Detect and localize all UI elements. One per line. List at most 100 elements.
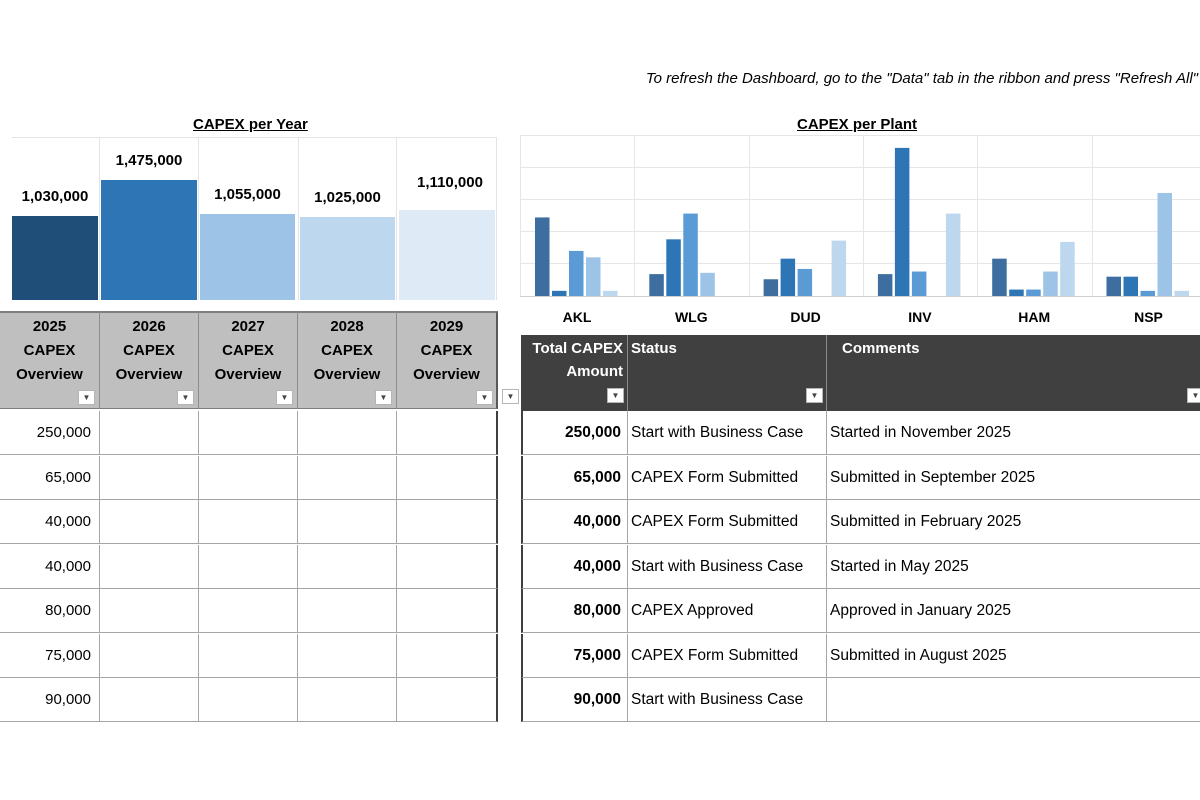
plant-bar	[1060, 241, 1075, 296]
table-cell: 250,000	[0, 411, 100, 455]
year-chart-title: CAPEX per Year	[193, 116, 308, 133]
table-cell	[199, 633, 298, 678]
amount-cell: 40,000	[521, 500, 628, 544]
plant-bar	[603, 290, 618, 296]
table-cell	[298, 411, 397, 455]
plant-bar	[877, 274, 893, 296]
header-year-2028: 2028 CAPEX Overview ▼	[298, 311, 397, 409]
header-year-2027: 2027 CAPEX Overview ▼	[199, 311, 298, 409]
table-cell	[397, 500, 498, 544]
plant-bar	[1009, 289, 1024, 296]
year-bar-label: 1,025,000	[314, 189, 381, 206]
year-chart-gridcell	[199, 137, 299, 300]
header-total-capex: Total CAPEX Amount ▼	[521, 335, 628, 411]
header-text: CAPEX	[420, 342, 473, 359]
year-bar-label: 1,030,000	[21, 188, 89, 205]
filter-dropdown-comments[interactable]: ▼	[1187, 388, 1200, 403]
year-bar	[12, 216, 98, 300]
filter-dropdown[interactable]: ▼	[476, 390, 493, 405]
table-cell	[199, 544, 298, 589]
comment-cell: Approved in January 2025	[827, 589, 1200, 633]
filter-dropdown-extra[interactable]: ▼	[502, 389, 519, 404]
header-text: 2029	[429, 318, 464, 335]
header-text: CAPEX	[23, 342, 76, 359]
comment-cell: Submitted in September 2025	[827, 456, 1200, 500]
header-year-2025: 2025 CAPEX Overview ▼	[0, 311, 100, 409]
table-cell	[298, 589, 397, 633]
plant-category-label: WLG	[674, 309, 708, 325]
filter-dropdown-amount[interactable]: ▼	[607, 388, 624, 403]
comment-cell: Submitted in August 2025	[827, 634, 1200, 678]
status-cell: Start with Business Case	[628, 678, 827, 722]
header-text: Overview	[313, 366, 381, 383]
table-cell: 75,000	[0, 633, 100, 678]
plant-category-label: DUD	[790, 309, 821, 325]
table-cell	[199, 500, 298, 544]
header-text: 2025	[32, 318, 67, 335]
filter-dropdown[interactable]: ▼	[78, 390, 95, 405]
plant-bar	[1157, 192, 1172, 296]
plant-bar	[1043, 271, 1058, 296]
header-text: 2026	[132, 318, 166, 335]
table-cell	[199, 678, 298, 722]
table-cell	[298, 500, 397, 544]
plant-chart	[520, 135, 1200, 297]
plant-bar	[649, 274, 664, 296]
plant-category-label: HAM	[1018, 309, 1051, 325]
header-text: CAPEX	[222, 342, 274, 359]
table-cell: 90,000	[0, 678, 100, 722]
year-chart-gridcell	[100, 137, 199, 300]
plant-bar	[780, 258, 796, 296]
header-comments: Comments ▼	[827, 335, 1200, 411]
amount-cell: 250,000	[521, 411, 628, 455]
table-cell	[199, 411, 298, 455]
refresh-instruction: To refresh the Dashboard, go to the "Dat…	[645, 70, 1198, 87]
year-chart-gridcell	[397, 137, 497, 300]
plant-bar	[683, 213, 698, 296]
header-text: Overview	[214, 366, 282, 383]
filter-dropdown-status[interactable]: ▼	[806, 388, 823, 403]
header-text: Overview	[115, 366, 183, 383]
plant-bar	[1123, 276, 1138, 296]
year-chart-gridcell	[12, 137, 100, 300]
filter-dropdown[interactable]: ▼	[177, 390, 194, 405]
plant-bar	[911, 271, 927, 296]
comment-cell: Submitted in February 2025	[827, 500, 1200, 544]
year-bar	[200, 214, 295, 300]
plant-bar	[700, 272, 715, 296]
year-bar	[399, 210, 495, 300]
table-cell	[397, 633, 498, 678]
header-text: Overview	[16, 366, 83, 383]
plant-bar	[666, 239, 681, 296]
year-bar	[300, 217, 395, 300]
table-cell	[199, 455, 298, 500]
table-cell	[298, 544, 397, 589]
year-bar-label: 1,475,000	[115, 152, 183, 169]
table-cell	[199, 589, 298, 633]
amount-cell: 90,000	[521, 678, 628, 722]
plant-bar	[763, 279, 779, 296]
plant-bar	[797, 268, 813, 296]
table-cell	[100, 455, 199, 500]
plant-category-label: INV	[908, 309, 932, 325]
table-cell	[298, 455, 397, 500]
header-year-2029: 2029 CAPEX Overview ▼	[397, 311, 498, 409]
filter-dropdown[interactable]: ▼	[276, 390, 293, 405]
status-cell: Start with Business Case	[628, 544, 827, 589]
header-text: 2028	[330, 318, 364, 335]
header-text: 2027	[231, 318, 265, 335]
status-cell: CAPEX Form Submitted	[628, 500, 827, 544]
table-cell	[397, 544, 498, 589]
table-cell	[298, 633, 397, 678]
plant-bar	[552, 290, 567, 296]
year-bar-label: 1,055,000	[214, 186, 281, 203]
plant-bar	[1106, 276, 1121, 296]
table-cell	[100, 500, 199, 544]
filter-dropdown[interactable]: ▼	[375, 390, 392, 405]
plant-bar	[894, 147, 910, 296]
amount-cell: 65,000	[521, 455, 628, 500]
comment-cell: Started in May 2025	[827, 545, 1200, 589]
table-cell: 80,000	[0, 589, 100, 633]
comment-cell: Started in November 2025	[827, 411, 1200, 455]
table-cell	[397, 589, 498, 633]
